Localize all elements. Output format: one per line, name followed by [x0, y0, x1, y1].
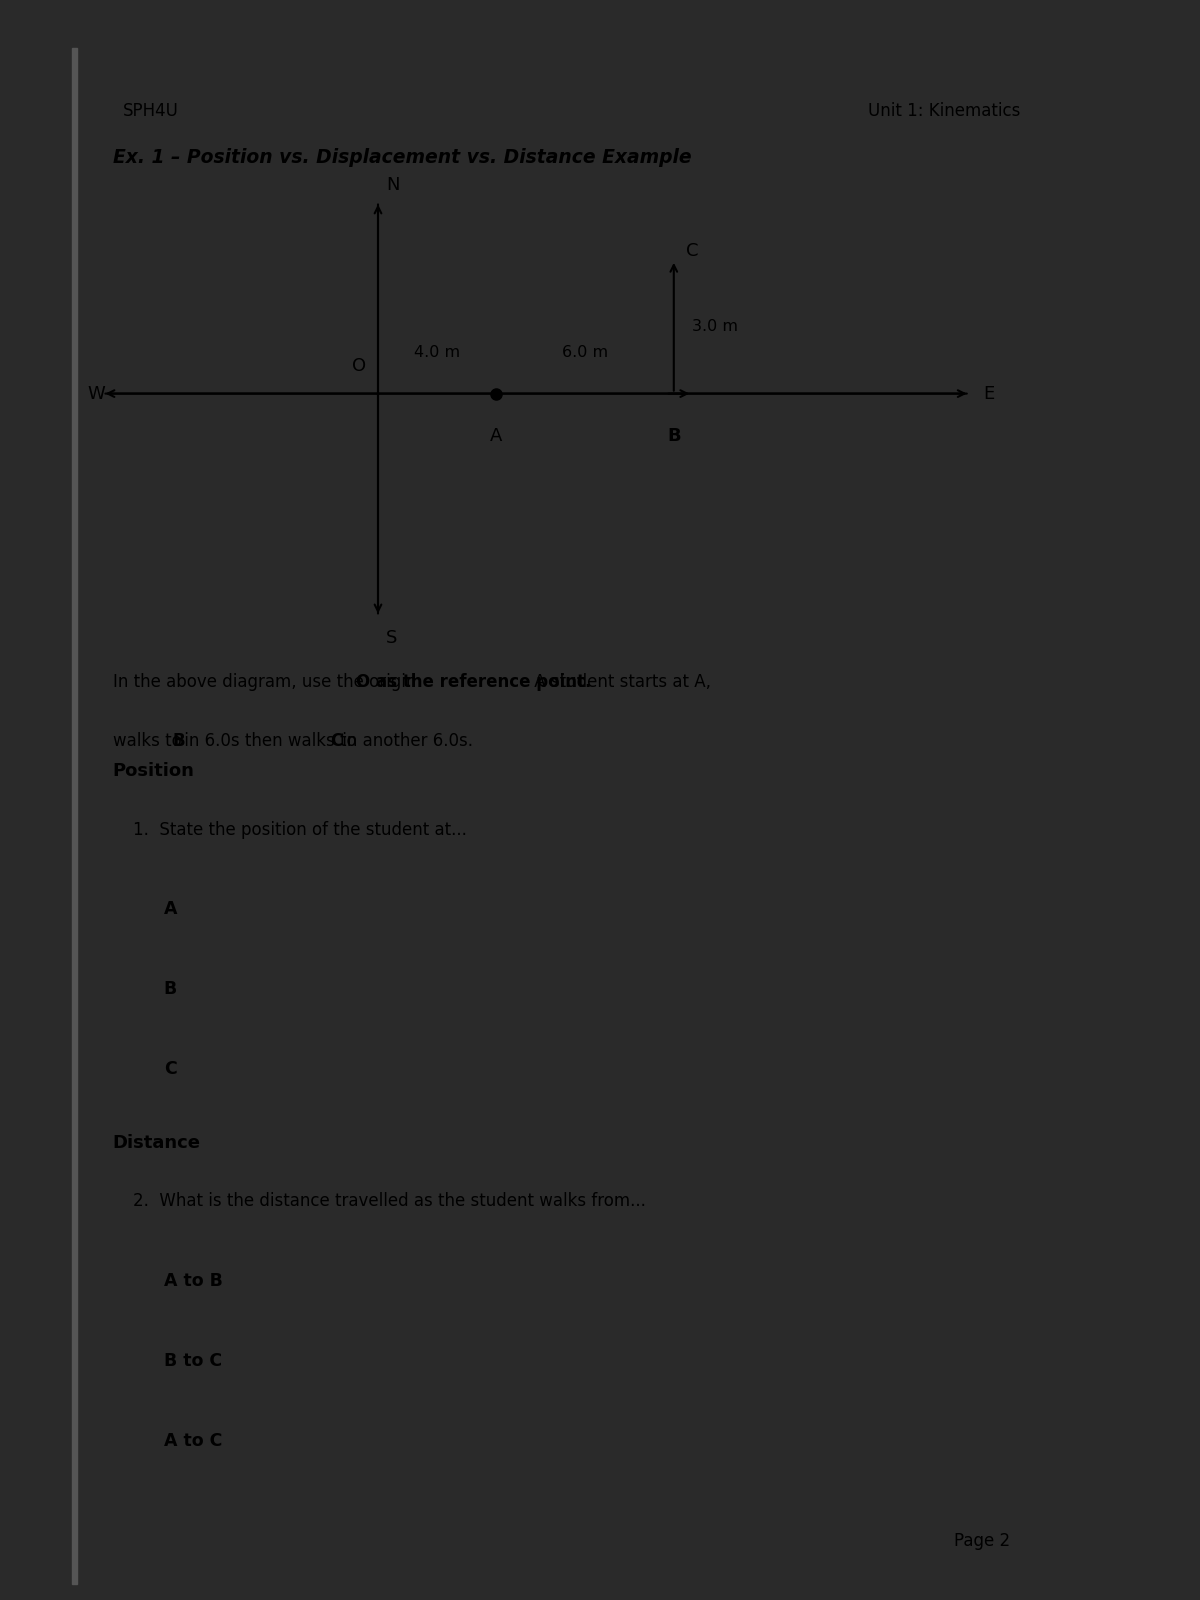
Text: 1.  State the position of the student at...: 1. State the position of the student at.… [133, 821, 467, 838]
Text: Position: Position [113, 762, 194, 781]
Text: 4.0 m: 4.0 m [414, 346, 461, 360]
Text: in another 6.0s.: in another 6.0s. [337, 731, 473, 749]
Text: 2.  What is the distance travelled as the student walks from...: 2. What is the distance travelled as the… [133, 1192, 646, 1210]
Text: in 6.0s then walks to: in 6.0s then walks to [179, 731, 361, 749]
Text: In the above diagram, use the origin: In the above diagram, use the origin [113, 674, 421, 691]
Text: A to B: A to B [163, 1272, 223, 1290]
Text: Unit 1: Kinematics: Unit 1: Kinematics [869, 102, 1021, 120]
Text: N: N [386, 176, 400, 194]
Bar [72, 48, 77, 1584]
Text: S: S [386, 629, 397, 646]
Text: walks to: walks to [113, 731, 187, 749]
Text: W: W [88, 384, 106, 403]
Text: B: B [667, 427, 680, 445]
Text: Distance: Distance [113, 1134, 200, 1152]
Text: B: B [163, 981, 178, 998]
Text: Ex. 1 – Position vs. Displacement vs. Distance Example: Ex. 1 – Position vs. Displacement vs. Di… [113, 147, 691, 166]
Text: O: O [352, 357, 366, 374]
Text: C: C [330, 731, 342, 749]
Text: B to C: B to C [163, 1352, 222, 1370]
Text: Page 2: Page 2 [954, 1533, 1010, 1550]
Text: 6.0 m: 6.0 m [562, 346, 608, 360]
Text: B: B [172, 731, 185, 749]
Text: A to C: A to C [163, 1432, 222, 1450]
Text: C: C [686, 242, 698, 259]
Text: A student starts at A,: A student starts at A, [529, 674, 710, 691]
Text: SPH4U: SPH4U [124, 102, 179, 120]
Text: O as the reference point.: O as the reference point. [356, 674, 592, 691]
Text: 3.0 m: 3.0 m [692, 320, 738, 334]
Text: E: E [983, 384, 994, 403]
Text: C: C [163, 1061, 176, 1078]
Text: A: A [490, 427, 503, 445]
Text: A: A [163, 901, 178, 918]
